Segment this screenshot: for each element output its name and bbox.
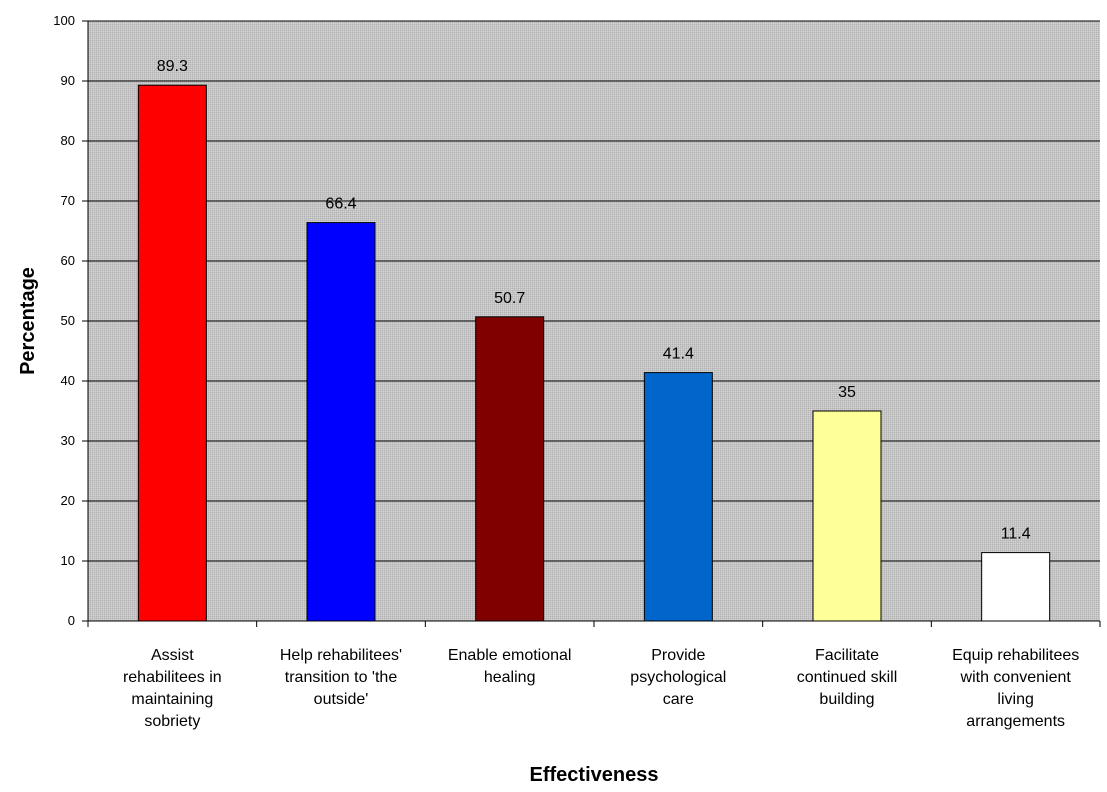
bar-value-label: 35 [838, 384, 856, 401]
bar-value-label: 89.3 [157, 58, 188, 75]
y-tick-label: 30 [61, 433, 75, 448]
bar-value-label: 11.4 [1001, 526, 1031, 543]
gridlines [88, 20, 1100, 562]
bar [812, 410, 882, 622]
axes [82, 20, 1101, 627]
y-tick-label: 60 [61, 253, 75, 268]
bar [981, 552, 1051, 622]
y-tick-label: 100 [53, 13, 75, 28]
bar-value-label: 41.4 [663, 346, 694, 363]
bar [643, 372, 713, 622]
y-tick-label: 20 [61, 493, 75, 508]
bar [137, 84, 207, 622]
bar [306, 222, 376, 622]
y-tick-label: 10 [61, 553, 75, 568]
x-category-label: Assist rehabilitees in maintaining sobriety [123, 647, 222, 730]
y-tick-label: 80 [61, 133, 75, 148]
x-category-label: Provide psychological care [630, 647, 726, 708]
y-tick-label: 70 [61, 193, 75, 208]
bar [475, 316, 545, 622]
x-category-label: Enable emotional healing [448, 647, 572, 686]
labels: 0 10 20 30 40 50 60 70 80 90 100 89.3 Assist rehabili… [53, 13, 1079, 730]
bar-value-label: 66.4 [325, 196, 356, 213]
y-tick-label: 40 [61, 373, 75, 388]
x-category-label: Equip rehabilitees with convenient living a… [952, 647, 1079, 730]
x-category-label: Help rehabilitees' transition to 'the outs… [280, 647, 402, 708]
bars [137, 84, 1051, 622]
bar-value-label: 50.7 [494, 290, 525, 307]
x-axis-title: Effectiveness [530, 764, 659, 786]
y-tick-label: 0 [68, 613, 75, 628]
x-category-label: Facilitate continued skill building [797, 647, 898, 708]
y-axis-title: Percentage [17, 267, 39, 375]
y-tick-label: 50 [61, 313, 75, 328]
y-tick-label: 90 [61, 73, 75, 88]
